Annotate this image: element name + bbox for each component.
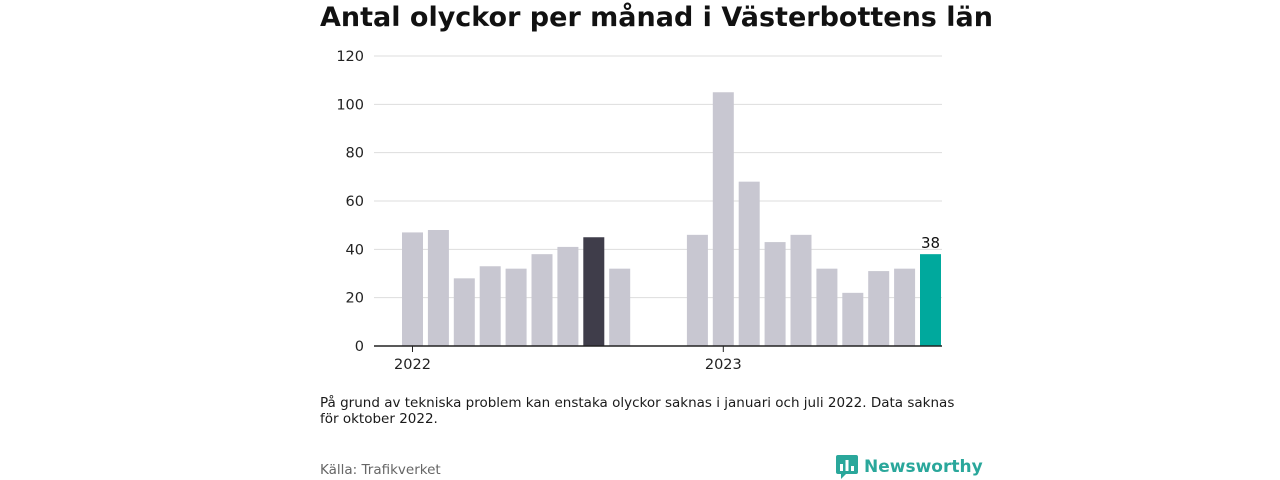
y-tick-label: 60 xyxy=(346,194,364,210)
bar-2023-05 xyxy=(816,268,838,346)
x-axis-ticks: 2022 2023 xyxy=(394,346,742,373)
y-tick-label: 80 xyxy=(346,146,364,162)
chart-title: Antal olyckor per månad i Västerbottens … xyxy=(320,2,993,33)
grid-lines xyxy=(374,55,942,299)
y-tick-label: 120 xyxy=(336,49,364,65)
bar-2022-03 xyxy=(453,278,475,346)
y-tick-label: 20 xyxy=(346,291,364,307)
y-tick-label: 0 xyxy=(355,339,364,355)
bar-2022-02 xyxy=(427,230,449,346)
newsworthy-logo[interactable]: Newsworthy xyxy=(836,455,983,479)
bar-2023-07 xyxy=(868,271,890,346)
bar-2022-01 xyxy=(402,232,423,346)
y-tick-label: 100 xyxy=(336,97,364,113)
bar-2022-05 xyxy=(505,268,527,346)
x-tick-label: 2023 xyxy=(705,357,742,373)
source-credit: Källa: Trafikverket xyxy=(320,462,441,478)
brand-name: Newsworthy xyxy=(864,457,983,477)
bar-2022-09 xyxy=(609,268,631,346)
bar-chart-speech-icon xyxy=(836,455,858,479)
y-axis-tick-labels: 0 20 40 60 80 100 120 xyxy=(336,49,364,355)
data-labels: 38 xyxy=(921,234,940,252)
bar-chart: 0 20 40 60 80 100 120 38 2022 2023 xyxy=(336,49,942,373)
bar-2022-06 xyxy=(531,254,553,346)
bar-2023-02 xyxy=(738,181,760,346)
bar-2022-08 xyxy=(583,237,605,346)
bar-2023-09 xyxy=(920,254,941,346)
y-tick-label: 40 xyxy=(346,242,364,258)
bar-2023-04 xyxy=(790,234,812,346)
bar-2023-01 xyxy=(712,92,734,346)
bars xyxy=(402,92,941,346)
bar-2022-12 xyxy=(686,234,708,346)
bar-2023-08 xyxy=(894,268,916,346)
bar-2023-03 xyxy=(764,242,786,346)
bar-2022-07 xyxy=(557,246,579,346)
x-tick-label: 2022 xyxy=(394,357,431,373)
bar-2022-04 xyxy=(479,266,501,346)
bar-2023-06 xyxy=(842,292,864,346)
data-label: 38 xyxy=(921,234,940,252)
footnote: På grund av tekniska problem kan enstaka… xyxy=(320,395,955,427)
